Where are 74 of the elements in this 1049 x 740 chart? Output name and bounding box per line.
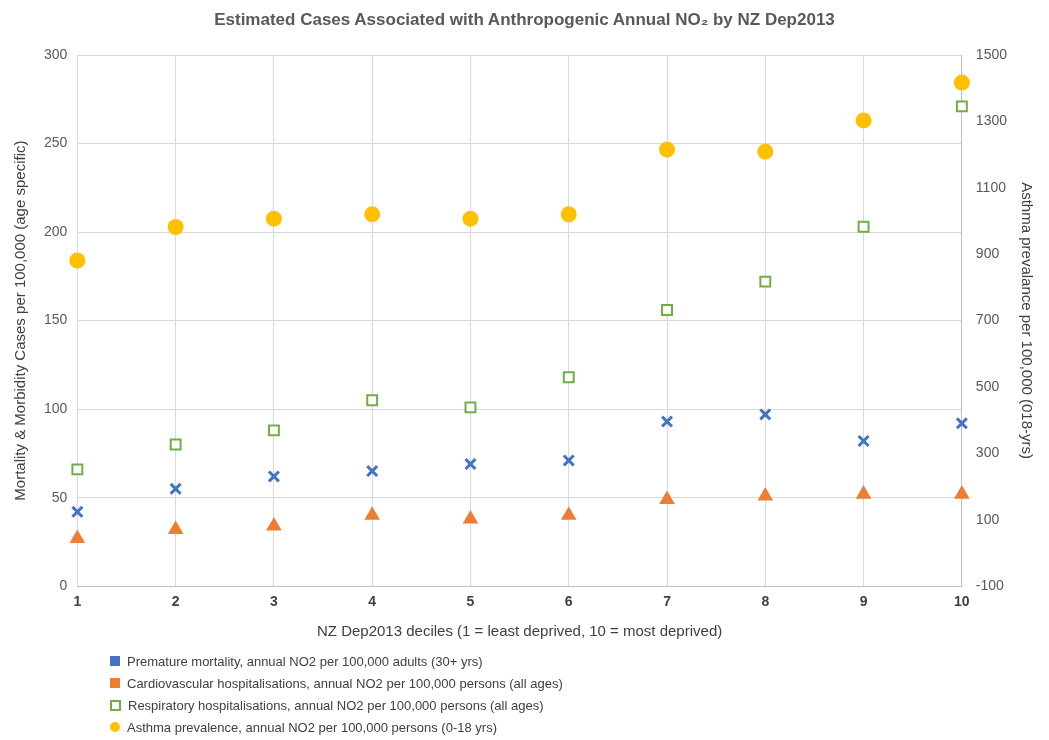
x-tick-label: 1 <box>73 593 82 610</box>
point <box>169 482 183 496</box>
point <box>857 434 871 448</box>
y2-tick-label: 100 <box>975 510 1000 527</box>
legend-label: Asthma prevalence, annual NO2 per 100,000 persons (0-18 yrs) <box>127 719 497 735</box>
point <box>855 112 872 129</box>
point <box>562 371 575 384</box>
point <box>70 530 85 543</box>
x-tick-label: 7 <box>663 593 672 610</box>
point <box>266 518 281 531</box>
point <box>463 510 478 524</box>
y2-tick-label: 300 <box>975 444 1000 461</box>
point <box>267 424 280 437</box>
point <box>462 210 479 227</box>
y-tick-label: 50 <box>51 488 68 505</box>
legend-label: Cardiovascular hospitalisations, annual NO2 per 100,000 persons (all ages) <box>127 675 563 691</box>
y-tick-label: 150 <box>44 311 68 328</box>
legend-label: Respiratory hospitalisations, annual NO2 per 100,000 persons (all ages) <box>128 697 544 713</box>
point <box>757 143 774 160</box>
y-tick-label: 0 <box>59 577 68 594</box>
point <box>856 486 871 499</box>
x-tick-label: 4 <box>368 593 377 610</box>
point <box>561 507 576 520</box>
y-axis-title: Mortality & Morbidity Cases per 100,000 (age specific) <box>11 140 29 501</box>
y2-tick-label: 1500 <box>975 45 1008 62</box>
x-axis-title: NZ Dep2013 deciles (1 = least deprived, 10 = most deprived) <box>316 622 723 640</box>
point <box>955 100 968 113</box>
point <box>69 252 86 269</box>
point <box>954 486 969 499</box>
x-tick-label: 6 <box>564 593 573 610</box>
point <box>167 218 184 235</box>
point <box>267 469 281 483</box>
point <box>659 141 676 158</box>
y2-tick-label: 900 <box>975 245 1000 262</box>
y-tick-label: 100 <box>44 399 68 416</box>
y-tick-label: 300 <box>44 45 68 62</box>
point <box>70 505 84 519</box>
point <box>168 521 183 535</box>
point <box>758 408 772 421</box>
y2-tick-label: 500 <box>975 377 1000 394</box>
point <box>265 210 282 227</box>
y-tick-label: 250 <box>44 134 68 151</box>
point <box>365 507 380 520</box>
point <box>659 491 675 504</box>
y2-axis-title: Asthma prevalance per 100,000 (018-yrs) <box>1018 182 1036 460</box>
point <box>758 487 773 501</box>
y-tick-label: 200 <box>44 222 68 239</box>
x-tick-label: 2 <box>171 593 180 610</box>
x-tick-label: 10 <box>954 593 970 610</box>
point <box>953 74 970 91</box>
point <box>661 304 673 316</box>
point <box>759 275 772 288</box>
point <box>364 206 381 223</box>
x-tick-label: 5 <box>466 593 475 610</box>
y2-tick-label: -100 <box>975 577 1005 594</box>
y2-tick-label: 1100 <box>975 178 1007 195</box>
chart-title: Estimated Cases Associated with Anthropogenic Annual NO₂ by NZ Dep2013 <box>213 10 836 30</box>
point <box>169 438 182 451</box>
legend-label: Premature mortality, annual NO2 per 100,000 adults (30+ yrs) <box>127 653 483 669</box>
point <box>660 415 674 428</box>
point <box>365 464 379 478</box>
x-tick-label: 9 <box>859 593 868 610</box>
point <box>560 206 577 223</box>
point <box>71 463 84 476</box>
point <box>464 401 477 414</box>
y2-tick-label: 700 <box>975 311 1000 328</box>
y2-tick-label: 1300 <box>975 112 1008 129</box>
point <box>464 457 477 471</box>
x-tick-label: 3 <box>270 593 279 610</box>
point <box>857 220 870 233</box>
point <box>366 394 379 407</box>
point <box>562 454 576 467</box>
x-tick-label: 8 <box>761 593 770 610</box>
point <box>955 416 969 430</box>
